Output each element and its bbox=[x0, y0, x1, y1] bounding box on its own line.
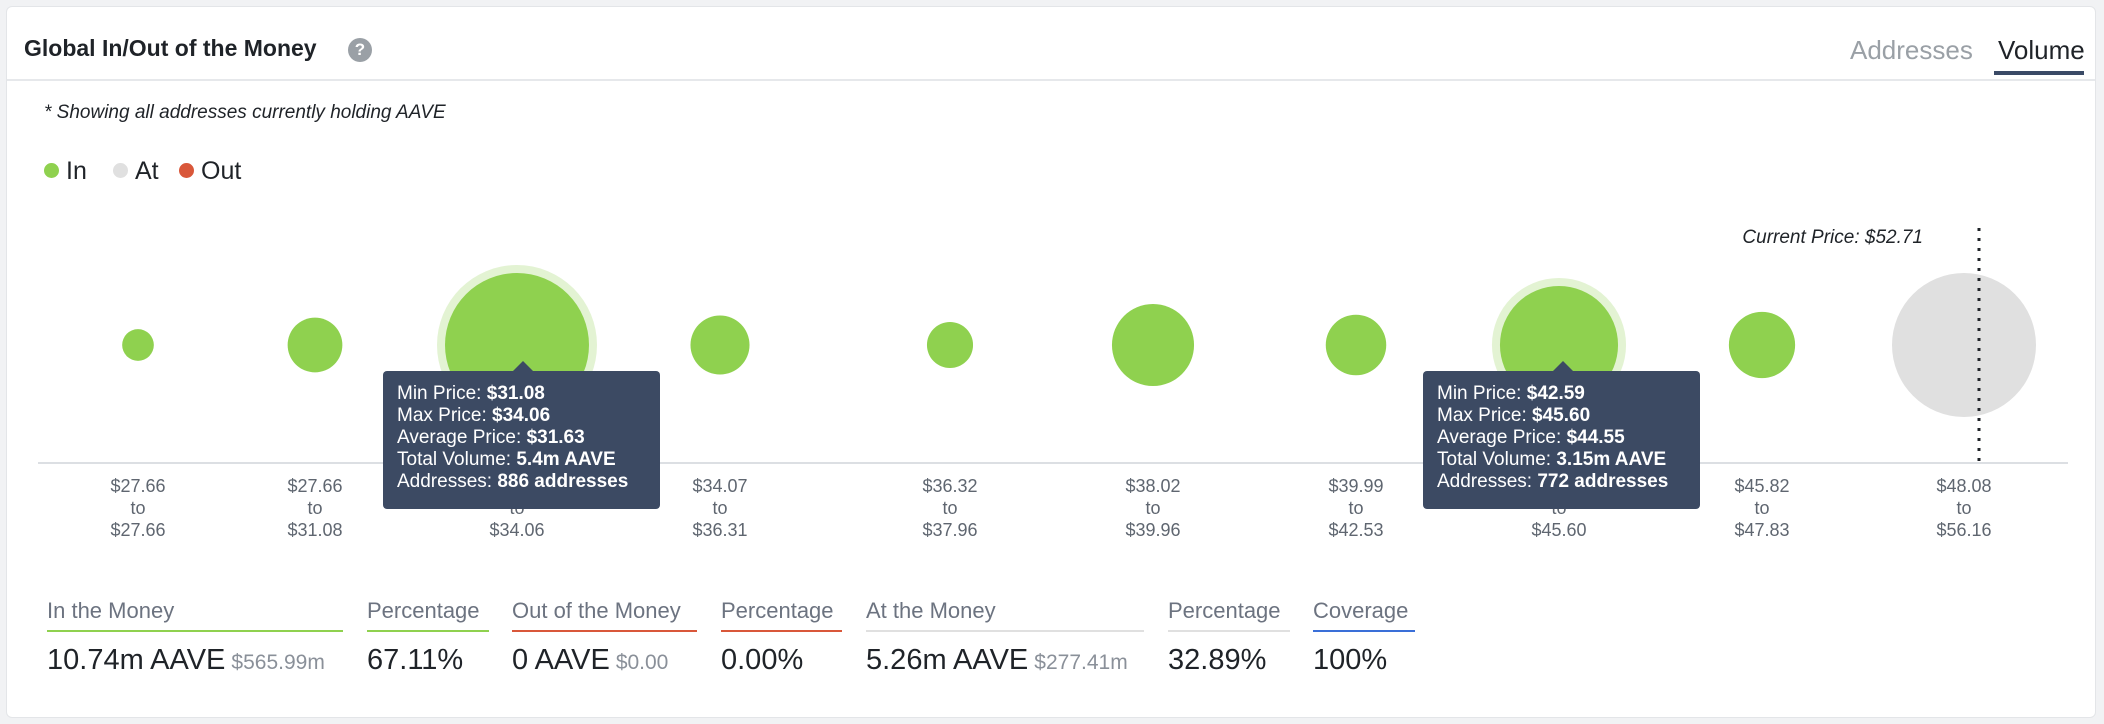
x-tick-label: $39.99 bbox=[1328, 476, 1383, 496]
page-title: Global In/Out of the Money bbox=[24, 35, 317, 61]
current-price-label: Current Price: $52.71 bbox=[1742, 227, 1923, 248]
stat-in-percentage: Percentage 67.11% bbox=[367, 598, 489, 677]
holding-note: * Showing all addresses currently holdin… bbox=[44, 102, 446, 123]
x-tick-label: $47.83 bbox=[1734, 520, 1789, 540]
stat-out-of-the-money: Out of the Money 0 AAVE $0.00 bbox=[512, 598, 697, 677]
stat-label: Out of the Money bbox=[512, 598, 697, 632]
x-tick-label: to bbox=[1754, 498, 1769, 518]
stat-value: 5.26m AAVE bbox=[866, 644, 1029, 676]
x-tick-label: $38.02 bbox=[1125, 476, 1180, 496]
stat-out-percentage: Percentage 0.00% bbox=[721, 598, 842, 677]
x-tick-label: $31.08 bbox=[287, 520, 342, 540]
x-tick-label: to bbox=[1145, 498, 1160, 518]
legend-label-in: In bbox=[66, 157, 87, 185]
stat-value: 100% bbox=[1313, 644, 1388, 676]
help-icon[interactable]: ? bbox=[348, 38, 372, 62]
x-tick-label: to bbox=[1956, 498, 1971, 518]
bubble-6[interactable] bbox=[1111, 303, 1195, 387]
legend-item-out[interactable]: Out bbox=[179, 157, 241, 186]
x-tick-label: $45.82 bbox=[1734, 476, 1789, 496]
legend-label-out: Out bbox=[201, 157, 242, 185]
stat-value: 32.89% bbox=[1168, 644, 1267, 676]
stat-label: Percentage bbox=[721, 598, 842, 632]
stat-coverage: Coverage 100% bbox=[1313, 598, 1415, 677]
x-tick-label: to bbox=[307, 498, 322, 518]
stat-sub-value: $277.41m bbox=[1034, 651, 1128, 674]
stat-sub-value: $0.00 bbox=[615, 651, 669, 674]
tab-volume[interactable]: Volume bbox=[1998, 35, 2085, 65]
tooltip-max-row: Max Price: $45.60 bbox=[1437, 405, 1591, 426]
x-tick-label: $27.66 bbox=[110, 520, 165, 540]
x-tick-label: $27.66 bbox=[110, 476, 165, 496]
bubble-5[interactable] bbox=[926, 321, 974, 369]
x-tick-label: $34.07 bbox=[692, 476, 747, 496]
tooltip-min-row: Min Price: $31.08 bbox=[397, 383, 545, 404]
x-tick-label: $39.96 bbox=[1125, 520, 1180, 540]
stat-label: Coverage bbox=[1313, 598, 1415, 632]
tooltip-avg-row: Average Price: $44.55 bbox=[1437, 427, 1625, 448]
tab-addresses[interactable]: Addresses bbox=[1850, 35, 1973, 65]
tooltip-min-row: Min Price: $42.59 bbox=[1437, 383, 1585, 404]
tooltip-addresses-row: Addresses: 886 addresses bbox=[397, 471, 629, 492]
legend-item-in[interactable]: In bbox=[44, 157, 87, 186]
bubble-1[interactable] bbox=[122, 329, 154, 361]
legend-label-at: At bbox=[135, 157, 159, 185]
x-tick-label: $36.32 bbox=[922, 476, 977, 496]
stat-label: Percentage bbox=[1168, 598, 1290, 632]
tooltip-avg-row: Average Price: $31.63 bbox=[397, 427, 585, 448]
x-tick-label: to bbox=[1348, 498, 1363, 518]
bubble-2[interactable] bbox=[287, 317, 343, 373]
tooltip-max-row: Max Price: $34.06 bbox=[397, 405, 551, 426]
tooltip-bucket-3: Min Price: $31.08 Max Price: $34.06 Aver… bbox=[383, 361, 660, 509]
tooltip-bucket-8: Min Price: $42.59 Max Price: $45.60 Aver… bbox=[1423, 361, 1700, 509]
x-tick-label: to bbox=[130, 498, 145, 518]
x-tick-label: $45.60 bbox=[1531, 520, 1586, 540]
stat-value: 67.11% bbox=[367, 644, 464, 676]
stat-at-percentage: Percentage 32.89% bbox=[1168, 598, 1290, 677]
bubble-9[interactable] bbox=[1728, 311, 1796, 379]
stat-in-the-money: In the Money 10.74m AAVE $565.99m bbox=[47, 598, 343, 677]
stat-at-the-money: At the Money 5.26m AAVE $277.41m bbox=[866, 598, 1144, 677]
x-tick-label: $56.16 bbox=[1936, 520, 1991, 540]
x-tick-label: to bbox=[942, 498, 957, 518]
bubble-10[interactable] bbox=[1892, 273, 2036, 417]
x-tick-label: $34.06 bbox=[489, 520, 544, 540]
stat-value: 0 AAVE bbox=[512, 644, 610, 676]
legend-dot-at bbox=[113, 162, 128, 178]
stat-value: 0.00% bbox=[721, 644, 804, 676]
bubble-chart: $27.66to$27.66$27.66to$31.08$31.08to$34.… bbox=[38, 227, 2068, 540]
legend-dot-in bbox=[44, 162, 59, 178]
bubble-4[interactable] bbox=[690, 315, 750, 375]
active-tab-indicator bbox=[1994, 71, 2084, 75]
card-header: Global In/Out of the Money ? Addresses V… bbox=[7, 7, 2095, 81]
x-tick-label: to bbox=[712, 498, 727, 518]
legend-item-at[interactable]: At bbox=[113, 157, 159, 186]
x-tick-label: $37.96 bbox=[922, 520, 977, 540]
tooltip-volume-row: Total Volume: 3.15m AAVE bbox=[1437, 449, 1667, 470]
tooltip-volume-row: Total Volume: 5.4m AAVE bbox=[397, 449, 616, 470]
stat-sub-value: $565.99m bbox=[231, 651, 325, 674]
stat-value: 10.74m AAVE bbox=[47, 644, 226, 676]
legend-dot-out bbox=[179, 162, 194, 178]
stat-label: In the Money bbox=[47, 598, 343, 632]
bubble-7[interactable] bbox=[1325, 314, 1387, 376]
x-tick-label: $36.31 bbox=[692, 520, 747, 540]
x-tick-label: $48.08 bbox=[1936, 476, 1991, 496]
x-tick-label: $27.66 bbox=[287, 476, 342, 496]
x-tick-label: $42.53 bbox=[1328, 520, 1383, 540]
stat-label: At the Money bbox=[866, 598, 1144, 632]
tooltip-addresses-row: Addresses: 772 addresses bbox=[1437, 471, 1669, 492]
stat-label: Percentage bbox=[367, 598, 489, 632]
